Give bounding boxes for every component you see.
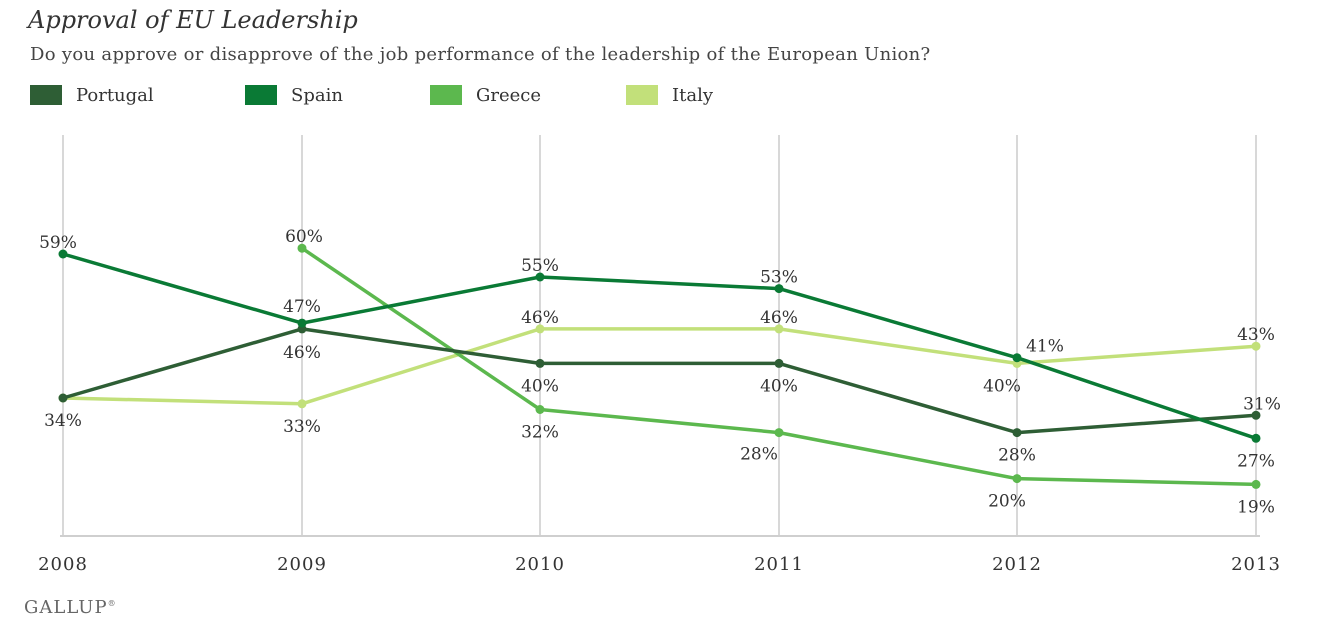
data-point-spain-2010 [535,272,545,282]
data-point-portugal-2013 [1251,410,1261,420]
data-point-greece-2011 [774,428,784,438]
data-point-italy-2011 [774,324,784,334]
data-label: 43% [1237,325,1275,345]
data-point-greece-2010 [535,405,545,414]
x-tick-label: 2008 [38,554,88,575]
x-tick-label: 2012 [992,554,1042,575]
x-tick-label: 2010 [515,554,565,575]
data-label: 40% [760,376,798,396]
legend-item-greece: Greece [430,83,541,107]
chart-subtitle: Do you approve or disapprove of the job … [30,44,931,65]
series-line-spain [62,252,1257,440]
legend-swatch [626,85,658,105]
data-point-portugal-2011 [774,358,784,368]
data-label: 32% [521,423,559,443]
legend-label: Portugal [76,84,154,106]
legend-item-portugal: Portugal [30,83,154,107]
data-label: 47% [283,297,321,317]
data-point-italy-2010 [535,324,545,334]
legend: Portugal Spain Greece Italy [30,83,930,107]
data-label: 59% [39,233,77,253]
legend-label: Italy [672,84,714,106]
gallup-logo: GALLUP® [24,597,117,618]
data-label: 40% [983,376,1021,396]
data-label: 20% [988,492,1026,512]
data-label: 33% [283,417,321,437]
data-point-spain-2009 [297,318,307,328]
data-label: 46% [283,343,321,363]
data-point-portugal-2012 [1012,428,1022,438]
data-label: 55% [521,256,559,276]
data-label: 46% [760,308,798,328]
data-point-greece-2009 [297,243,307,253]
legend-swatch [30,85,62,105]
x-tick-label: 2011 [754,554,804,575]
legend-label: Spain [291,84,343,106]
x-tick-label: 2009 [277,554,327,575]
legend-item-italy: Italy [626,83,713,107]
data-point-italy-2013 [1251,341,1261,351]
data-label: 28% [740,445,778,465]
data-point-spain-2011 [774,284,784,294]
data-point-portugal-2008 [58,393,68,403]
data-point-spain-2008 [58,249,68,259]
data-label: 40% [521,376,559,396]
legend-label: Greece [476,84,542,106]
legend-item-spain: Spain [245,83,343,107]
data-label: 31% [1243,394,1281,414]
data-point-portugal-2010 [535,358,545,368]
data-label: 53% [760,268,798,288]
chart-title: Approval of EU Leadership [28,6,358,34]
data-label: 19% [1237,497,1275,517]
series-line-italy [62,327,1257,406]
data-point-spain-2013 [1251,433,1261,443]
legend-swatch [245,85,277,105]
data-label: 46% [521,308,559,328]
data-label: 60% [285,227,323,247]
data-label: 28% [998,446,1036,466]
data-label: 27% [1237,451,1275,471]
x-tick-label: 2013 [1231,554,1281,575]
data-point-italy-2009 [297,399,307,409]
data-point-spain-2012 [1012,353,1022,363]
series-line-portugal [62,327,1257,435]
data-point-greece-2012 [1012,474,1022,484]
data-label: 34% [44,411,82,431]
data-point-greece-2013 [1251,479,1261,489]
legend-swatch [430,85,462,105]
data-label: 41% [1026,337,1064,357]
